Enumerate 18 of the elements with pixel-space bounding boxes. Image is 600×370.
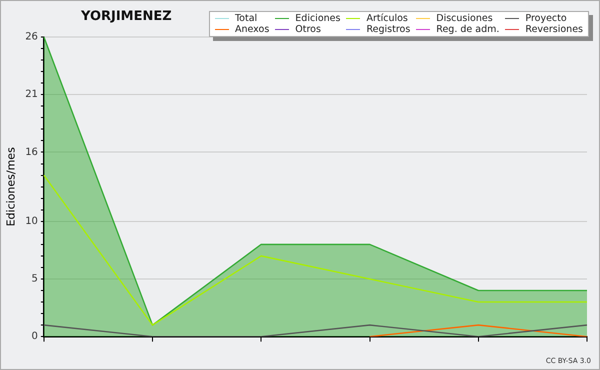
legend-label: Artículos	[366, 13, 408, 24]
legend-label: Reg. de adm.	[436, 24, 500, 35]
legend-label: Proyecto	[525, 13, 567, 24]
chart-title: YORJIMENEZ	[81, 9, 172, 24]
y-axis-title: Ediciones/mes	[4, 146, 18, 226]
y-tick-label: 10	[25, 216, 38, 227]
legend-label: Discusiones	[436, 13, 493, 24]
legend-label: Anexos	[234, 24, 270, 35]
legend-label: Ediciones	[295, 13, 340, 24]
legend-label: Otros	[295, 24, 321, 35]
legend-label: Registros	[366, 24, 410, 35]
y-tick-label: 26	[25, 32, 38, 43]
y-tick-label: 0	[32, 331, 38, 342]
legend-label: Total	[234, 13, 258, 24]
y-tick-label: 21	[25, 89, 38, 100]
y-tick-label: 16	[25, 146, 38, 158]
y-tick-label: 5	[32, 274, 38, 285]
legend-label: Reversiones	[525, 24, 583, 35]
